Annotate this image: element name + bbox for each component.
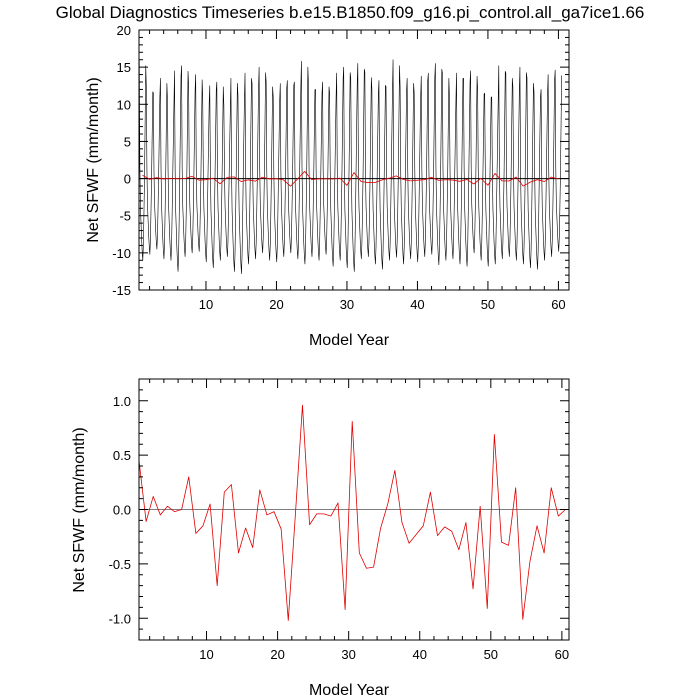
y-tick-label: -15 [112, 283, 131, 298]
y-tick-label: -5 [119, 209, 131, 224]
plot-frame [138, 378, 570, 641]
series-layer [138, 404, 566, 621]
x-tick-label: 50 [481, 297, 495, 312]
y-tick-label: 15 [117, 60, 131, 75]
x-tick-label: 60 [551, 297, 565, 312]
x-tick-label: 40 [410, 297, 424, 312]
x-tick-label: 40 [413, 647, 427, 662]
y-tick-label: -0.5 [109, 557, 131, 572]
y-tick-label: -1.0 [109, 611, 131, 626]
y-axis-label: Net SFWF (mm/month) [85, 77, 102, 242]
bottom-panel: Model Year Net SFWF (mm/month) 10 20 30 40 5… [71, 378, 570, 699]
x-tick-label: 30 [340, 297, 354, 312]
tick-layer: 10 20 30 40 50 60 -15 -10 -5 0 5 10 15 20 [112, 23, 569, 312]
top-panel: Global Diagnostics Timeseries b.e15.B185… [56, 3, 645, 349]
y-tick-label: 5 [124, 134, 131, 149]
plot-frame [138, 29, 570, 291]
y-tick-label: 1.0 [113, 394, 131, 409]
y-tick-label: 0 [124, 172, 131, 187]
x-axis-label: Model Year [309, 682, 390, 699]
series-line-2 [142, 171, 559, 187]
y-tick-label: 20 [117, 23, 131, 38]
x-tick-label: 30 [341, 647, 355, 662]
x-tick-label: 10 [199, 647, 213, 662]
y-axis-label: Net SFWF (mm/month) [71, 427, 88, 592]
x-tick-label: 50 [484, 647, 498, 662]
y-tick-label: -10 [112, 246, 131, 261]
x-axis-label: Model Year [309, 332, 390, 349]
series-line-1 [138, 404, 566, 621]
x-tick-label: 10 [199, 297, 213, 312]
y-tick-label: 0.5 [113, 448, 131, 463]
series-layer [138, 59, 562, 274]
y-tick-label: 10 [117, 97, 131, 112]
x-tick-label: 20 [270, 647, 284, 662]
x-tick-label: 20 [269, 297, 283, 312]
tick-layer: 10 20 30 40 50 60 -1.0 -0.5 0.0 0.5 1.0 [109, 378, 569, 662]
chart-title: Global Diagnostics Timeseries b.e15.B185… [56, 3, 645, 22]
series-line-1 [138, 59, 562, 274]
y-tick-label: 0.0 [113, 503, 131, 518]
x-tick-label: 60 [555, 647, 569, 662]
